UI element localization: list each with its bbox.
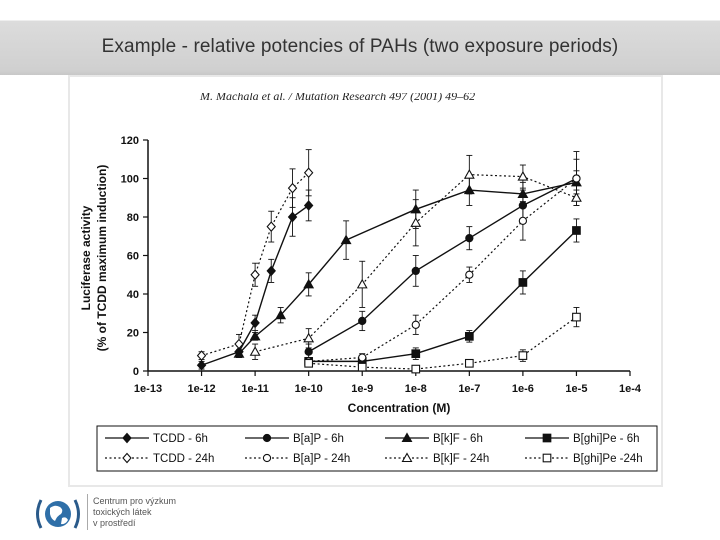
data-point bbox=[340, 234, 352, 245]
data-point bbox=[517, 188, 529, 198]
data-point bbox=[249, 346, 261, 356]
data-point bbox=[464, 358, 474, 368]
legend-marker bbox=[262, 433, 272, 443]
x-tick-label: 1e-4 bbox=[619, 383, 642, 395]
x-tick-label: 1e-10 bbox=[295, 383, 323, 395]
series-line-7 bbox=[308, 316, 577, 370]
data-point bbox=[410, 217, 422, 227]
legend-marker bbox=[542, 453, 552, 463]
data-point bbox=[303, 167, 314, 179]
data-point bbox=[411, 364, 421, 374]
data-point bbox=[464, 331, 474, 341]
x-tick-label: 1e-6 bbox=[512, 383, 534, 395]
x-tick-label: 1e-13 bbox=[134, 383, 162, 395]
x-axis-label: Concentration (M) bbox=[348, 401, 451, 415]
legend-label: B[ghi]Pe -24h bbox=[573, 453, 643, 465]
series-line-4 bbox=[201, 172, 310, 357]
y-tick-label: 120 bbox=[121, 135, 139, 147]
data-point bbox=[250, 317, 260, 329]
data-point bbox=[518, 351, 528, 360]
x-tick-label: 1e-12 bbox=[187, 383, 215, 395]
data-point bbox=[572, 174, 581, 183]
legend-marker bbox=[401, 452, 413, 463]
data-point bbox=[358, 353, 367, 362]
legend-label: B[a]P - 6h bbox=[293, 433, 344, 445]
legend-box bbox=[96, 425, 658, 472]
logo-divider bbox=[87, 494, 88, 530]
legend-label: B[a]P - 24h bbox=[293, 453, 350, 465]
data-point bbox=[518, 216, 528, 225]
series-line-3 bbox=[308, 229, 577, 363]
x-tick-label: 1e-5 bbox=[565, 383, 587, 395]
data-point bbox=[358, 316, 367, 326]
data-point bbox=[571, 192, 582, 202]
data-point bbox=[196, 359, 207, 371]
series-line-5 bbox=[308, 178, 577, 362]
data-point bbox=[411, 266, 420, 276]
legend-label: B[ghi]Pe - 6h bbox=[573, 433, 639, 445]
y-tick-label: 0 bbox=[133, 366, 139, 378]
data-point bbox=[249, 330, 261, 341]
data-point bbox=[572, 312, 581, 322]
logo-line-1: Centrum pro výzkum bbox=[93, 496, 177, 506]
legend-label: TCDD - 24h bbox=[153, 453, 214, 465]
x-tick-label: 1e-9 bbox=[351, 383, 373, 395]
data-point bbox=[465, 270, 474, 279]
y-axis-label-line-2: (% of TCDD maximum induction) bbox=[95, 165, 109, 352]
legend-label: TCDD - 6h bbox=[153, 433, 208, 445]
legend-marker bbox=[122, 432, 132, 444]
logo-text: Centrum pro výzkum toxických látek v pro… bbox=[93, 496, 176, 529]
data-point bbox=[196, 350, 207, 361]
data-point bbox=[287, 182, 298, 194]
data-point bbox=[517, 170, 529, 181]
y-tick-label: 80 bbox=[127, 212, 139, 224]
y-axis-label-line-1: Luciferase activity bbox=[79, 205, 93, 310]
data-point bbox=[304, 347, 313, 356]
data-point bbox=[234, 338, 244, 350]
data-point bbox=[463, 169, 475, 179]
series-line-1 bbox=[308, 177, 577, 353]
x-tick-label: 1e-7 bbox=[458, 383, 480, 395]
legend-label: B[k]F - 6h bbox=[433, 433, 483, 445]
data-point bbox=[303, 278, 315, 289]
data-point bbox=[303, 200, 314, 211]
data-point bbox=[250, 269, 260, 281]
data-point bbox=[411, 349, 421, 359]
logo-line-2: toxických látek bbox=[93, 507, 152, 517]
y-tick-label: 100 bbox=[121, 174, 139, 186]
data-point bbox=[356, 278, 368, 289]
data-point bbox=[572, 226, 581, 235]
citation-crop bbox=[195, 85, 530, 93]
data-point bbox=[287, 211, 298, 223]
legend-marker bbox=[122, 452, 132, 464]
recetox-logo bbox=[33, 494, 83, 534]
x-tick-label: 1e-8 bbox=[405, 383, 427, 395]
x-tick-label: 1e-11 bbox=[241, 383, 269, 395]
slide-title: Example - relative potencies of PAHs (tw… bbox=[101, 36, 619, 57]
y-tick-label: 40 bbox=[127, 289, 139, 301]
legend-marker bbox=[401, 432, 413, 443]
y-tick-label: 60 bbox=[127, 251, 139, 263]
globe-logo-icon bbox=[36, 499, 80, 529]
data-point bbox=[518, 278, 528, 287]
data-point bbox=[303, 332, 315, 343]
data-point bbox=[275, 309, 287, 320]
data-point bbox=[266, 265, 276, 277]
y-tick-label: 20 bbox=[127, 328, 139, 340]
legend-label: B[k]F - 24h bbox=[433, 453, 489, 465]
logo-line-3: v prostředí bbox=[93, 518, 136, 528]
legend-marker bbox=[542, 433, 552, 443]
data-point bbox=[266, 221, 276, 232]
data-point bbox=[411, 320, 420, 329]
slide-header bbox=[0, 0, 720, 75]
legend-marker bbox=[262, 453, 272, 463]
data-point bbox=[357, 362, 367, 372]
data-point bbox=[465, 234, 474, 243]
data-point bbox=[304, 358, 314, 368]
